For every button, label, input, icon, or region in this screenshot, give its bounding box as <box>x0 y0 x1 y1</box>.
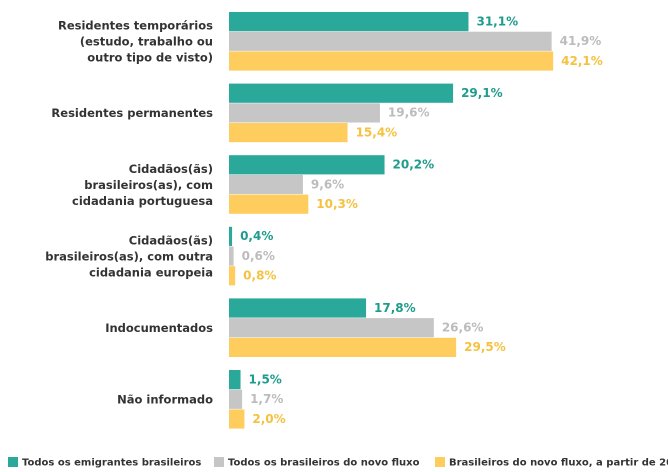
value-label: 1,5% <box>249 372 282 386</box>
category-label: Não informado <box>117 392 213 406</box>
bar <box>229 389 243 409</box>
bar <box>229 155 385 175</box>
bar <box>229 266 236 286</box>
value-label: 0,8% <box>243 269 276 283</box>
value-label: 19,6% <box>388 106 430 120</box>
legend-swatch <box>214 457 224 467</box>
value-label: 0,4% <box>240 229 273 243</box>
category-label: Indocumentados <box>105 320 213 334</box>
value-label: 15,4% <box>356 125 398 139</box>
category-label: Residentes temporários (estudo, trabalho … <box>58 18 213 64</box>
legend-swatch <box>435 457 445 467</box>
value-label: 10,3% <box>316 197 358 211</box>
value-label: 9,6% <box>311 177 344 191</box>
bar <box>229 51 554 71</box>
value-label: 0,6% <box>242 249 275 263</box>
value-label: 29,1% <box>461 86 503 100</box>
bar <box>229 226 233 246</box>
legend-label: Brasileiros do novo fluxo, a partir de 2… <box>449 458 668 469</box>
category-label: Cidadãos(ãs) brasileiros(as), com outra ci… <box>45 233 213 279</box>
bar <box>229 103 380 123</box>
value-label: 20,2% <box>393 158 435 172</box>
bar <box>229 318 434 338</box>
bar <box>229 12 469 32</box>
value-label: 1,7% <box>250 392 283 406</box>
bar <box>229 31 552 51</box>
bar <box>229 298 367 318</box>
bar <box>229 409 245 429</box>
value-label: 26,6% <box>442 320 484 334</box>
bar <box>229 174 303 195</box>
bar <box>229 83 454 103</box>
value-label: 17,8% <box>374 301 416 315</box>
value-label: 29,5% <box>464 340 506 354</box>
category-label: Cidadãos(ãs) brasileiros(as), com cidadani… <box>72 161 213 207</box>
value-label: 42,1% <box>561 54 603 68</box>
legend-label: Todos os brasileiros do novo fluxo <box>228 458 420 469</box>
legend-label: Todos os emigrantes brasileiros <box>22 458 201 469</box>
bar <box>229 123 348 143</box>
value-label: 2,0% <box>252 412 285 426</box>
value-label: 41,9% <box>560 34 602 48</box>
bar <box>229 370 241 390</box>
category-label: Residentes permanentes <box>51 106 213 120</box>
value-label: 31,1% <box>476 14 518 28</box>
bar <box>229 246 234 266</box>
bar <box>229 194 309 214</box>
bar <box>229 337 457 357</box>
legend-swatch <box>8 457 18 467</box>
